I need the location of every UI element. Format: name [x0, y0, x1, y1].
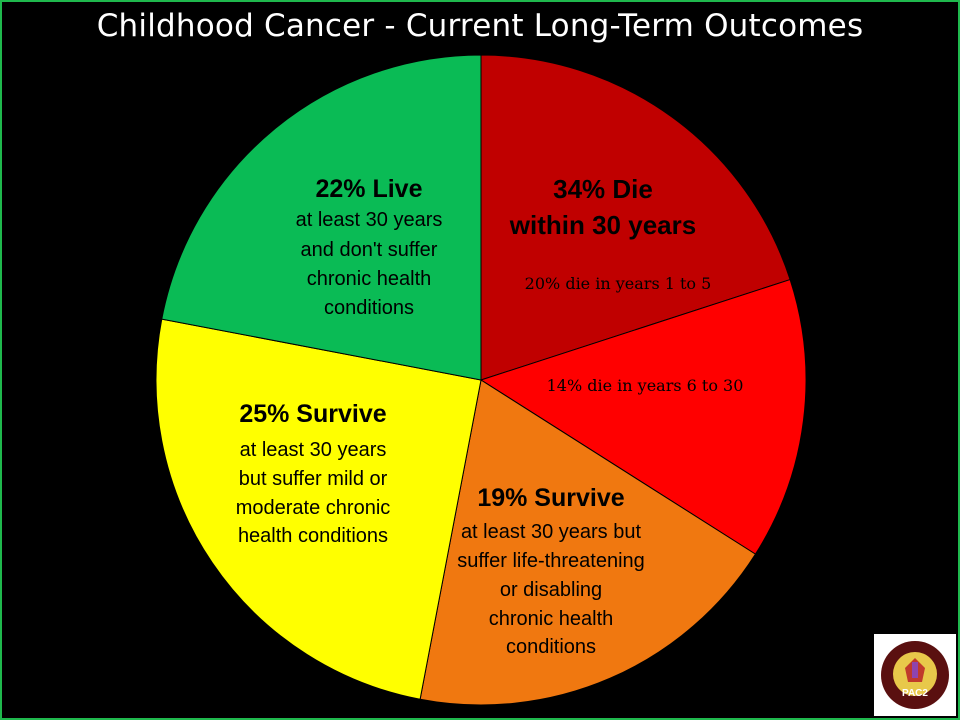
- survive-severe-line-5: conditions: [506, 636, 596, 658]
- survive-severe-heading: 19% Survive: [477, 484, 624, 512]
- chart-title: Childhood Cancer - Current Long-Term Out…: [96, 8, 864, 44]
- live-line-2: and don't suffer: [301, 239, 438, 261]
- die-sub-label-1: 20% die in years 1 to 5: [525, 274, 712, 293]
- logo-center-text: PAC2: [902, 688, 928, 699]
- survive-severe-line-1: at least 30 years but: [461, 521, 642, 543]
- pie-slice-2: [419, 379, 757, 706]
- pie-slice-1: [479, 278, 807, 555]
- pac2-logo-emblem: PAC2: [881, 641, 949, 709]
- survive-mild-heading: 25% Survive: [239, 400, 386, 428]
- survive-severe-line-3: or disabling: [500, 579, 602, 601]
- survive-mild-line-1: at least 30 years: [240, 439, 387, 461]
- survive-severe-line-2: suffer life-threatening: [457, 550, 645, 572]
- die-heading-line1: 34% Die: [553, 174, 653, 204]
- pie-slice-0: [480, 54, 791, 381]
- survive-mild-annotation: 25% Survive at least 30 years but suffer…: [236, 400, 391, 547]
- pie-slice-3: [155, 318, 482, 700]
- live-line-3: chronic health: [307, 268, 432, 290]
- survive-severe-line-4: chronic health: [489, 608, 614, 630]
- logo-ribbon-icon: [912, 662, 918, 678]
- pie-slice-4: [161, 54, 482, 381]
- die-sub-label-2: 14% die in years 6 to 30: [547, 376, 744, 395]
- pie-slices: [155, 54, 807, 706]
- live-line-4: conditions: [324, 297, 414, 319]
- survive-mild-line-4: health conditions: [238, 525, 388, 547]
- survive-severe-annotation: 19% Survive at least 30 years but suffer…: [457, 484, 645, 658]
- live-line-1: at least 30 years: [296, 209, 443, 231]
- live-annotation: 22% Live at least 30 years and don't suf…: [296, 175, 443, 319]
- survive-mild-line-3: moderate chronic: [236, 497, 391, 519]
- live-heading: 22% Live: [315, 175, 422, 203]
- die-annotation: 34% Die within 30 years 20% die in years…: [509, 174, 744, 395]
- pac2-logo: PAC2: [874, 634, 956, 716]
- die-heading-line2: within 30 years: [509, 210, 696, 240]
- survive-mild-line-2: but suffer mild or: [239, 468, 388, 490]
